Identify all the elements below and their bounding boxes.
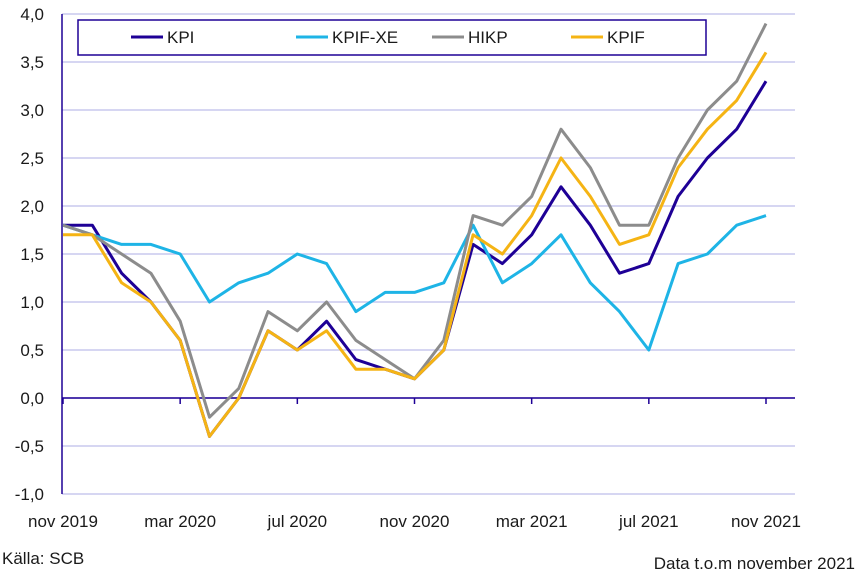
x-tick-label: nov 2020 <box>380 512 450 531</box>
x-tick-label: mar 2020 <box>144 512 216 531</box>
data-range-note: Data t.o.m november 2021 <box>653 554 855 573</box>
series-line-kpif-xe <box>62 214 767 352</box>
series-line-kpif <box>63 51 768 438</box>
y-axis-tick-labels: -1,0 -0,5 0,0 0,5 1,0 1,5 2,0 2,5 3,0 3,5 4,0 <box>15 5 44 504</box>
legend-label-hikp: HIKP <box>468 28 508 47</box>
x-tick-label: mar 2021 <box>496 512 568 531</box>
y-tick-label: 4,0 <box>20 5 44 24</box>
y-tick-label: 2,5 <box>20 149 44 168</box>
legend: KPI KPIF-XE HIKP KPIF <box>77 19 707 56</box>
gridlines <box>62 13 795 495</box>
y-tick-label: 3,5 <box>20 53 44 72</box>
x-tick-label: jul 2021 <box>618 512 679 531</box>
legend-label-kpi: KPI <box>167 28 194 47</box>
y-tick-label: -1,0 <box>15 485 44 504</box>
source-note: Källa: SCB <box>2 549 85 568</box>
legend-label-kpif-xe: KPIF-XE <box>332 28 398 47</box>
x-axis-tick-labels: nov 2019 mar 2020 jul 2020 nov 2020 mar 2021… <box>28 512 801 531</box>
y-tick-label: 3,0 <box>20 101 44 120</box>
series-line-hikp <box>62 22 768 419</box>
y-tick-label: 1,5 <box>20 245 44 264</box>
legend-label-kpif: KPIF <box>607 28 645 47</box>
y-tick-label: 0,5 <box>20 341 44 360</box>
series-lines <box>62 22 768 438</box>
x-tick-label: nov 2019 <box>28 512 98 531</box>
line-chart: -1,0 -0,5 0,0 0,5 1,0 1,5 2,0 2,5 3,0 3,5 4,0 nov … <box>15 5 801 531</box>
y-tick-label: 0,0 <box>20 389 44 408</box>
y-tick-label: -0,5 <box>15 437 44 456</box>
y-tick-label: 1,0 <box>20 293 44 312</box>
y-tick-label: 2,0 <box>20 197 44 216</box>
series-line-kpi <box>63 80 768 438</box>
axes <box>61 14 795 494</box>
x-tick-label: nov 2021 <box>731 512 801 531</box>
x-tick-label: jul 2020 <box>267 512 328 531</box>
